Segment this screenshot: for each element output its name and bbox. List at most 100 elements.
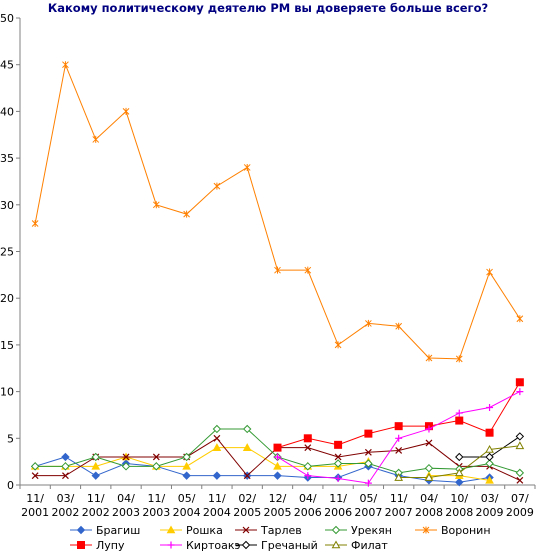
data-point — [486, 403, 494, 411]
data-point — [395, 322, 403, 330]
x-tick-label-year: 2008 — [415, 506, 443, 519]
data-point — [425, 354, 433, 362]
x-tick-label-year: 2005 — [233, 506, 261, 519]
data-point — [92, 135, 100, 143]
y-tick-label: 15 — [0, 339, 14, 352]
data-point — [152, 201, 160, 209]
y-tick-label: 50 — [0, 12, 14, 25]
x-tick-label-month: 11/ — [87, 492, 105, 505]
data-point — [212, 471, 222, 480]
data-point — [182, 461, 191, 470]
legend-marker — [331, 525, 341, 535]
legend-item: Брагиш — [70, 524, 140, 537]
x-tick-label-month: 03/ — [57, 492, 75, 505]
legend-marker — [77, 541, 85, 549]
data-point — [334, 453, 342, 461]
x-tick-label-year: 2009 — [476, 506, 504, 519]
data-point — [243, 163, 251, 171]
x-tick-label-year: 2001 — [21, 506, 49, 519]
series-3 — [30, 424, 525, 478]
data-point — [152, 462, 161, 471]
data-point — [395, 434, 403, 442]
chart-title: Какому политическому деятелю РМ вы довер… — [48, 1, 488, 15]
legend-label: Тарлев — [260, 524, 302, 537]
series-4 — [31, 61, 524, 363]
series-7 — [455, 432, 525, 462]
data-point — [515, 468, 525, 478]
legend-item: Филат — [325, 539, 388, 552]
x-tick-label-month: 04/ — [299, 492, 317, 505]
x-tick-label-year: 2002 — [51, 506, 79, 519]
data-point — [304, 266, 312, 274]
y-tick-label: 40 — [0, 105, 14, 118]
legend-label: Урекян — [351, 524, 392, 537]
data-point — [485, 452, 494, 462]
x-tick-label-month: 11/ — [208, 492, 226, 505]
x-tick-label-month: 07/ — [511, 492, 529, 505]
data-point — [152, 453, 160, 461]
data-point — [454, 468, 464, 477]
data-point — [455, 477, 464, 487]
data-point — [425, 439, 433, 447]
legend-marker — [76, 525, 86, 535]
x-tick-label-year: 2004 — [173, 506, 201, 519]
legend-label: Брагиш — [96, 524, 140, 537]
data-point — [516, 476, 524, 484]
y-tick-label: 0 — [7, 479, 14, 492]
x-tick-label-year: 2002 — [82, 506, 110, 519]
data-point — [455, 355, 463, 363]
legend-item: Воронин — [415, 524, 491, 537]
legend-marker — [166, 525, 176, 534]
data-point — [31, 219, 39, 227]
data-point — [334, 440, 343, 449]
data-point — [485, 475, 494, 484]
x-tick-label-month: 11/ — [390, 492, 408, 505]
legend-label: Филат — [351, 539, 388, 552]
data-point — [242, 424, 252, 434]
data-point — [273, 443, 282, 452]
data-point — [455, 416, 464, 425]
y-tick-label: 35 — [0, 152, 14, 165]
x-tick-label-month: 11/ — [26, 492, 44, 505]
data-point — [365, 319, 372, 327]
x-tick-label-month: 12/ — [269, 492, 287, 505]
data-point — [273, 471, 282, 480]
data-point — [243, 472, 251, 480]
legend-item: Урекян — [325, 524, 392, 537]
legend-label: Гречаный — [261, 539, 318, 552]
legend-label: Рошка — [186, 524, 223, 537]
x-tick-label-month: 10/ — [450, 492, 468, 505]
data-point — [485, 459, 494, 468]
data-point — [333, 459, 343, 468]
x-tick-label-year: 2006 — [294, 506, 322, 519]
data-point — [485, 428, 494, 437]
data-point — [364, 479, 372, 487]
data-point — [425, 425, 433, 433]
y-tick-label: 10 — [0, 386, 14, 399]
x-tick-label-month: 02/ — [238, 492, 256, 505]
legend-marker — [331, 540, 341, 549]
data-point — [424, 463, 434, 473]
data-point — [61, 452, 70, 462]
data-point — [62, 61, 69, 69]
data-point — [213, 182, 221, 190]
x-tick-label-year: 2003 — [112, 506, 140, 519]
data-point — [212, 443, 222, 451]
data-point — [304, 444, 312, 452]
y-tick-label: 30 — [0, 199, 14, 212]
data-point — [485, 444, 494, 453]
data-point — [274, 453, 281, 461]
data-point — [394, 472, 404, 481]
data-point — [31, 472, 39, 480]
data-point — [516, 315, 524, 323]
axes: 0510152025303540455011/200103/200211/200… — [0, 12, 536, 519]
x-tick-label-month: 11/ — [147, 492, 165, 505]
data-point — [364, 429, 373, 438]
x-tick-label-year: 2008 — [445, 506, 473, 519]
legend-label: Киртоакэ — [186, 539, 241, 552]
data-point — [486, 268, 493, 276]
data-point — [364, 459, 373, 468]
x-tick-label-year: 2007 — [354, 506, 382, 519]
data-point — [30, 462, 40, 471]
